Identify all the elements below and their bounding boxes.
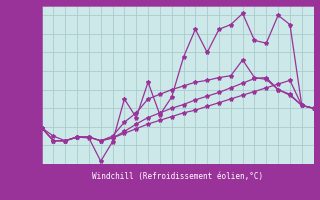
X-axis label: Windchill (Refroidissement éolien,°C): Windchill (Refroidissement éolien,°C) (92, 172, 263, 181)
